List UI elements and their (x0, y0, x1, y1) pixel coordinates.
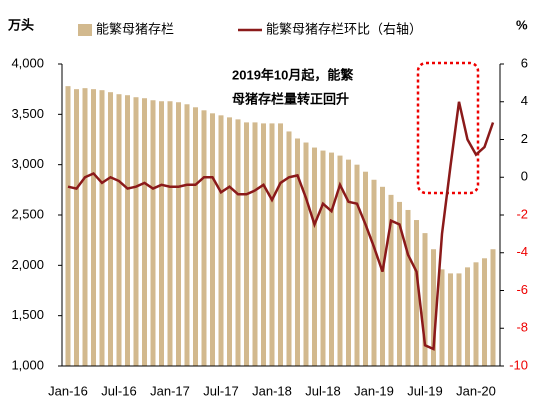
bar (303, 142, 309, 366)
annotation: 2019年10月起，能繁 (232, 67, 354, 82)
bar (201, 110, 207, 366)
bar (99, 90, 105, 366)
y2-tick-label: -10 (509, 357, 528, 372)
y2-tick-label: 2 (521, 131, 528, 146)
bar (422, 233, 428, 366)
bar (218, 115, 224, 366)
bar (286, 131, 292, 366)
bar (448, 273, 453, 366)
bar (125, 95, 130, 366)
bar (388, 194, 394, 366)
bar (116, 94, 122, 366)
y2-tick-label: 4 (521, 93, 528, 108)
y-tick-label: 2,000 (11, 257, 44, 272)
bar (261, 123, 266, 366)
legend-label: 能繁母猪存栏环比（右轴） (266, 21, 422, 36)
y2-tick-label: -8 (516, 320, 528, 335)
bar (431, 249, 436, 366)
bar (82, 88, 88, 366)
x-tick-label: Jul-19 (407, 383, 442, 398)
bar (142, 98, 147, 366)
x-tick-label: Jul-16 (101, 383, 136, 398)
y-tick-label: 2,500 (11, 206, 44, 221)
bar (108, 92, 113, 366)
bar (167, 101, 173, 366)
bar (320, 150, 326, 366)
bar (269, 123, 275, 366)
bar (397, 201, 402, 366)
bar (133, 97, 139, 366)
y2-unit: % (516, 17, 528, 32)
y-tick-label: 3,000 (11, 156, 44, 171)
x-tick-label: Jan-19 (354, 383, 394, 398)
y2-tick-label: 6 (521, 55, 528, 70)
bar (456, 273, 462, 366)
y-tick-label: 4,000 (11, 55, 44, 70)
bar (439, 269, 445, 366)
bar (482, 258, 487, 366)
line (67, 101, 495, 351)
y2-tick-label: -2 (516, 206, 528, 221)
y2-tick-label: -6 (516, 282, 528, 297)
bar (414, 220, 419, 366)
bar (252, 122, 258, 367)
bar (227, 117, 232, 366)
y-unit: 万头 (7, 17, 34, 32)
bar (235, 119, 241, 366)
bar (244, 122, 249, 367)
x-tick-label: Jan-16 (48, 383, 88, 398)
bar (159, 101, 164, 366)
x-tick-label: Jan-20 (456, 383, 496, 398)
bar (74, 89, 79, 367)
bar (337, 155, 343, 366)
bar (184, 104, 190, 367)
bar (312, 147, 317, 366)
bar (465, 267, 470, 366)
bar (363, 171, 368, 366)
y2-tick-label: 0 (521, 169, 528, 184)
y-tick-label: 3,500 (11, 106, 44, 121)
y2-tick-label: -4 (516, 244, 528, 259)
bar (380, 186, 385, 366)
bar (91, 89, 96, 367)
legend-label: 能繁母猪存栏 (96, 21, 174, 36)
bar (490, 249, 496, 366)
bar (346, 159, 351, 366)
bar (193, 107, 198, 366)
bar (473, 262, 479, 366)
bar (150, 100, 156, 367)
bar (371, 179, 377, 366)
y-tick-label: 1,500 (11, 307, 44, 322)
bar (329, 152, 334, 366)
bar (210, 113, 215, 367)
legend-swatch (78, 24, 92, 36)
x-tick-label: Jan-17 (150, 383, 190, 398)
highlight-box (416, 61, 480, 195)
bar (278, 123, 283, 366)
annotation: 母猪存栏量转正回升 (232, 91, 349, 106)
bar (176, 102, 181, 367)
bar (295, 138, 300, 366)
x-tick-label: Jul-18 (305, 383, 340, 398)
x-tick-label: Jan-18 (252, 383, 292, 398)
bar (405, 209, 411, 366)
x-tick-label: Jul-17 (203, 383, 238, 398)
bar (354, 164, 360, 366)
y-tick-label: 1,000 (11, 357, 44, 372)
bar (65, 86, 71, 366)
